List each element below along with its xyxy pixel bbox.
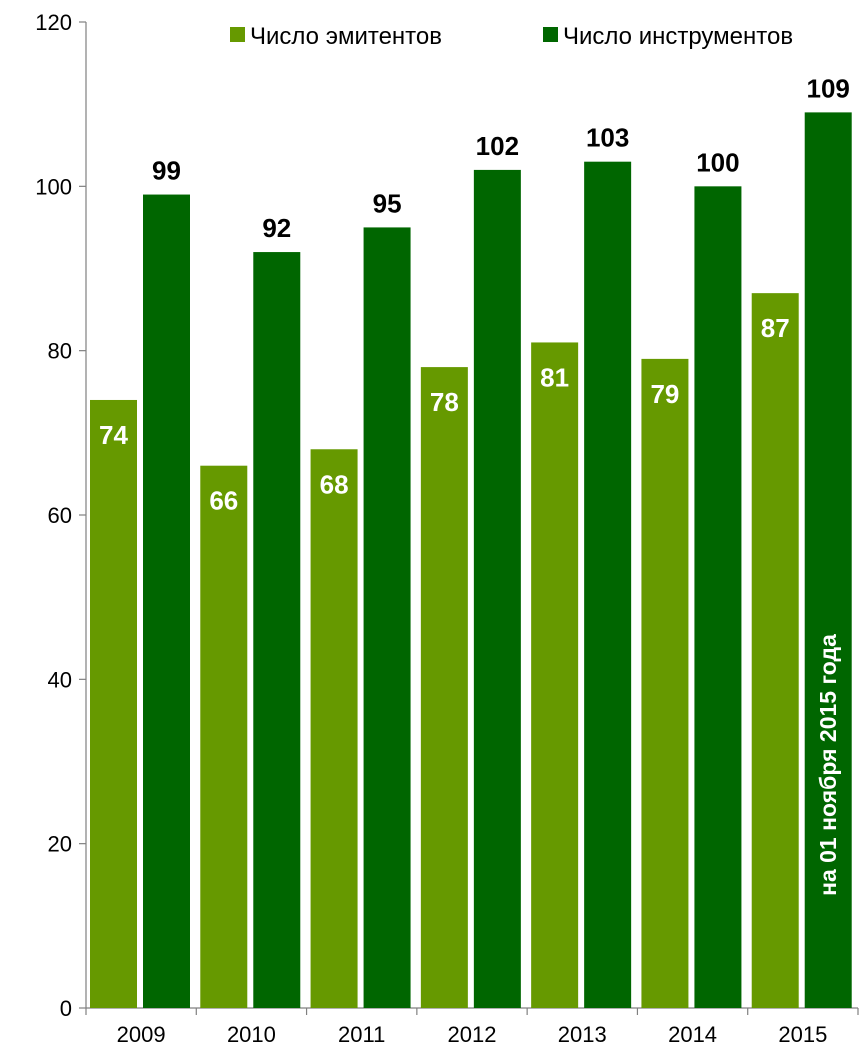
bar [420,367,468,1009]
data-label: 74 [99,420,128,450]
annotation-date-note: на 01 ноября 2015 года [815,634,841,896]
legend-label-instruments: Число инструментов [563,23,793,50]
y-tick-label: 100 [35,174,72,199]
y-tick-label: 60 [48,503,72,528]
x-tick-label: 2015 [778,1022,827,1047]
x-tick-label: 2009 [117,1022,166,1047]
data-label: 66 [209,486,238,516]
bar [804,112,852,1009]
y-tick-label: 80 [48,339,72,364]
bar [641,358,689,1009]
bar [253,252,301,1009]
legend: Число эмитентов Число инструментов [230,23,793,50]
bars [90,112,852,1009]
data-label: 79 [650,379,679,409]
data-label: 87 [761,313,790,343]
legend-swatch-instruments [543,27,558,42]
bar [200,465,248,1008]
bar [751,293,799,1008]
data-label: 78 [430,387,459,417]
data-label: 100 [696,147,739,177]
data-label: 103 [586,123,629,153]
bar [531,342,579,1008]
bar [363,227,411,1008]
data-labels: 74 99 66 92 68 95 78 102 81 103 79 100 87 109 [99,73,850,515]
y-tick-label: 0 [60,996,72,1021]
x-tick-label: 2010 [227,1022,276,1047]
legend-swatch-issuers [230,27,245,42]
data-label: 99 [152,156,181,186]
bar [584,161,632,1008]
x-tick-label: 2014 [668,1022,717,1047]
bar [143,194,190,1009]
bar [694,186,742,1009]
y-tick-label: 120 [35,10,72,35]
bar [473,169,521,1008]
axes: 0 20 40 60 80 100 120 2009 2010 2011 2012 2013 2014 2… [35,10,859,1047]
bar [90,399,137,1008]
x-tick-label: 2012 [448,1022,497,1047]
bar [310,449,358,1008]
y-tick-label: 20 [48,832,72,857]
data-label: 102 [476,131,519,161]
x-tick-label: 2011 [338,1022,385,1047]
data-label: 68 [320,469,349,499]
data-label: 92 [262,213,291,243]
data-label: 109 [807,73,850,103]
y-tick-label: 40 [48,667,72,692]
x-tick-label: 2013 [558,1022,607,1047]
data-label: 95 [373,188,402,218]
legend-label-issuers: Число эмитентов [250,23,442,50]
data-label: 81 [540,362,569,392]
